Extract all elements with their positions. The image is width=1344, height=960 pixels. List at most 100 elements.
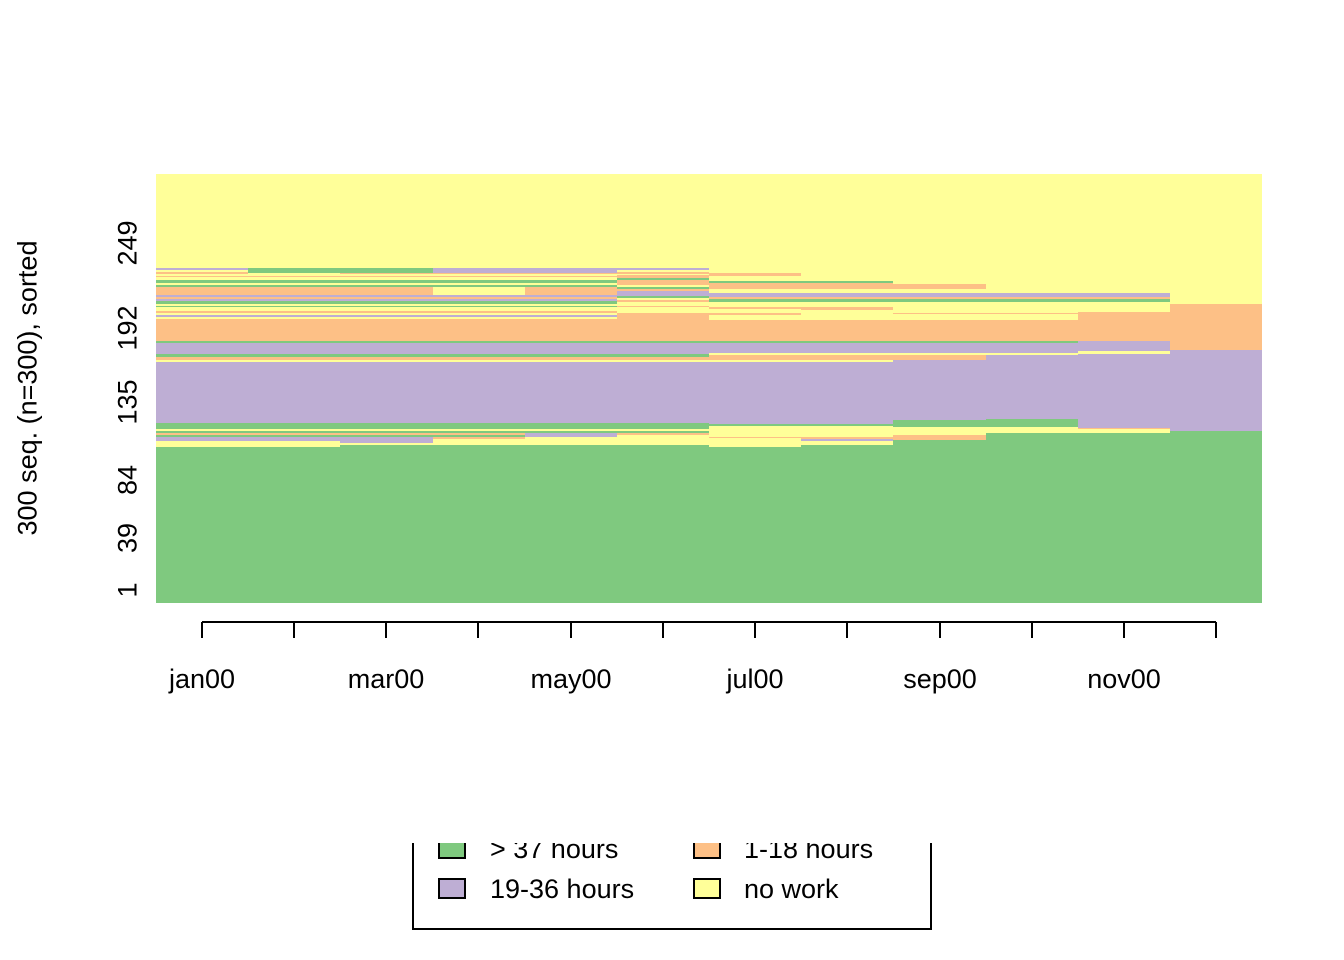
seq-segment — [156, 270, 249, 273]
seq-segment — [709, 341, 802, 344]
seq-segment — [156, 433, 249, 436]
seq-segment — [709, 447, 802, 603]
seq-segment — [248, 341, 341, 344]
seq-segment — [801, 362, 894, 425]
seq-segment — [985, 355, 1078, 420]
seq-segment — [616, 353, 710, 357]
seq-segment — [709, 426, 802, 437]
seq-segment — [156, 311, 249, 313]
seq-segment — [709, 307, 802, 309]
seq-segment — [248, 298, 341, 302]
seq-segment — [524, 272, 617, 274]
seq-segment — [985, 312, 1078, 315]
seq-segment — [1169, 431, 1263, 603]
seq-segment — [709, 362, 802, 425]
seq-segment — [616, 431, 710, 434]
seq-segment — [156, 268, 249, 271]
seq-segment — [340, 301, 433, 304]
seq-segment — [432, 431, 525, 434]
seq-segment — [524, 353, 617, 357]
month-column-may00 — [524, 174, 617, 603]
y-tick-label-249: 249 — [112, 220, 143, 266]
seq-segment — [801, 440, 894, 446]
seq-segment — [524, 305, 617, 308]
seq-segment — [616, 275, 710, 279]
month-column-jan00 — [156, 174, 249, 603]
seq-segment — [709, 343, 802, 354]
seq-segment — [709, 308, 802, 314]
seq-segment — [248, 303, 341, 306]
seq-segment — [616, 341, 710, 344]
seq-segment — [616, 268, 710, 271]
seq-segment — [985, 353, 1078, 356]
seq-segment — [156, 174, 249, 268]
seq-segment — [156, 305, 249, 308]
seq-segment — [709, 353, 802, 356]
seq-segment — [340, 422, 433, 430]
x-tick-label-mar00: mar00 — [347, 664, 425, 694]
seq-segment — [524, 303, 617, 306]
seq-segment — [709, 359, 802, 363]
legend-box: > 37 hours 1-18 hours 19-36 hours no wor… — [412, 843, 932, 930]
seq-segment — [340, 353, 433, 357]
seq-segment — [801, 359, 894, 363]
legend-swatch-part-time — [438, 878, 466, 899]
seq-segment — [524, 422, 617, 430]
seq-segment — [616, 429, 710, 432]
seq-segment — [432, 343, 525, 354]
seq-segment — [432, 283, 525, 285]
month-column-jun00 — [616, 174, 710, 603]
seq-segment — [801, 296, 894, 299]
month-column-apr00 — [432, 174, 525, 603]
seq-segment — [801, 280, 894, 284]
seq-segment — [340, 280, 433, 284]
seq-segment — [709, 424, 802, 427]
seq-segment — [524, 273, 617, 276]
seq-segment — [248, 296, 341, 299]
seq-segment — [893, 298, 986, 302]
seq-segment — [616, 360, 710, 363]
seq-segment — [893, 342, 986, 354]
seq-segment — [801, 341, 894, 344]
seq-segment — [524, 436, 617, 446]
seq-segment — [1169, 350, 1263, 431]
seq-segment — [340, 277, 433, 281]
seq-segment — [985, 426, 1078, 433]
seq-segment — [801, 438, 894, 441]
seq-segment — [156, 303, 249, 306]
seq-segment — [616, 291, 710, 296]
seq-segment — [432, 272, 525, 274]
month-column-jul00 — [709, 174, 802, 603]
seq-segment — [524, 341, 617, 344]
seq-segment — [801, 424, 894, 427]
legend-swatch-no-work — [693, 878, 721, 899]
seq-segment — [524, 431, 617, 434]
legend-label-part-time: 19-36 hours — [490, 874, 635, 904]
seq-segment — [524, 298, 617, 302]
seq-segment — [893, 439, 986, 603]
seq-segment — [893, 419, 986, 427]
seq-segment — [801, 283, 894, 290]
seq-segment — [524, 429, 617, 432]
seq-segment — [432, 268, 525, 273]
seq-segment — [432, 317, 525, 320]
month-column-nov00 — [1077, 174, 1170, 603]
month-column-oct00 — [985, 174, 1078, 603]
seq-segment — [709, 320, 802, 342]
seq-segment — [340, 315, 433, 318]
y-axis-title: 300 seq. (n=300), sorted — [12, 240, 43, 536]
seq-segment — [985, 296, 1078, 299]
seq-segment — [156, 435, 249, 438]
y-tick-label-39: 39 — [112, 522, 143, 554]
seq-segment — [893, 174, 986, 284]
seq-segment — [893, 296, 986, 299]
month-column-mar00 — [340, 174, 433, 603]
seq-segment — [616, 280, 710, 286]
seq-segment — [156, 343, 249, 354]
x-tick-label-jul00: jul00 — [726, 664, 784, 694]
seq-segment — [893, 355, 986, 360]
y-tick-label-192: 192 — [112, 305, 143, 351]
seq-segment — [616, 273, 710, 276]
seq-segment — [340, 283, 433, 285]
seq-segment — [432, 445, 525, 603]
